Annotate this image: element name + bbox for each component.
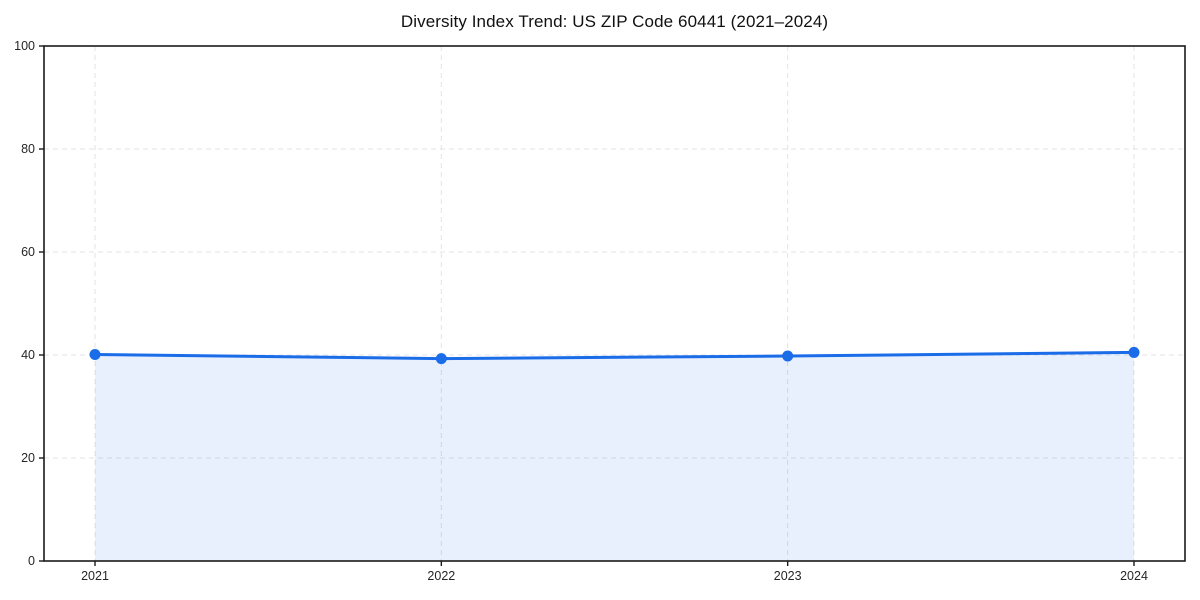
y-tick-label: 40 [21,348,35,362]
y-tick-label: 100 [14,39,35,53]
y-tick-label: 60 [21,245,35,259]
y-tick-label: 80 [21,142,35,156]
x-tick-label: 2023 [774,569,802,583]
y-tick-label: 0 [28,554,35,568]
x-tick-label: 2022 [427,569,455,583]
y-tick-label: 20 [21,451,35,465]
trend-line [93,350,1136,361]
x-tick-label: 2024 [1120,569,1148,583]
data-point [435,353,447,365]
data-point [782,350,794,362]
plot-border [43,45,1186,562]
area-fill [95,352,1134,561]
chart-title: Diversity Index Trend: US ZIP Code 60441… [400,12,829,31]
data-point [89,348,101,360]
x-tick-label: 2021 [81,569,109,583]
data-point [1128,346,1140,358]
